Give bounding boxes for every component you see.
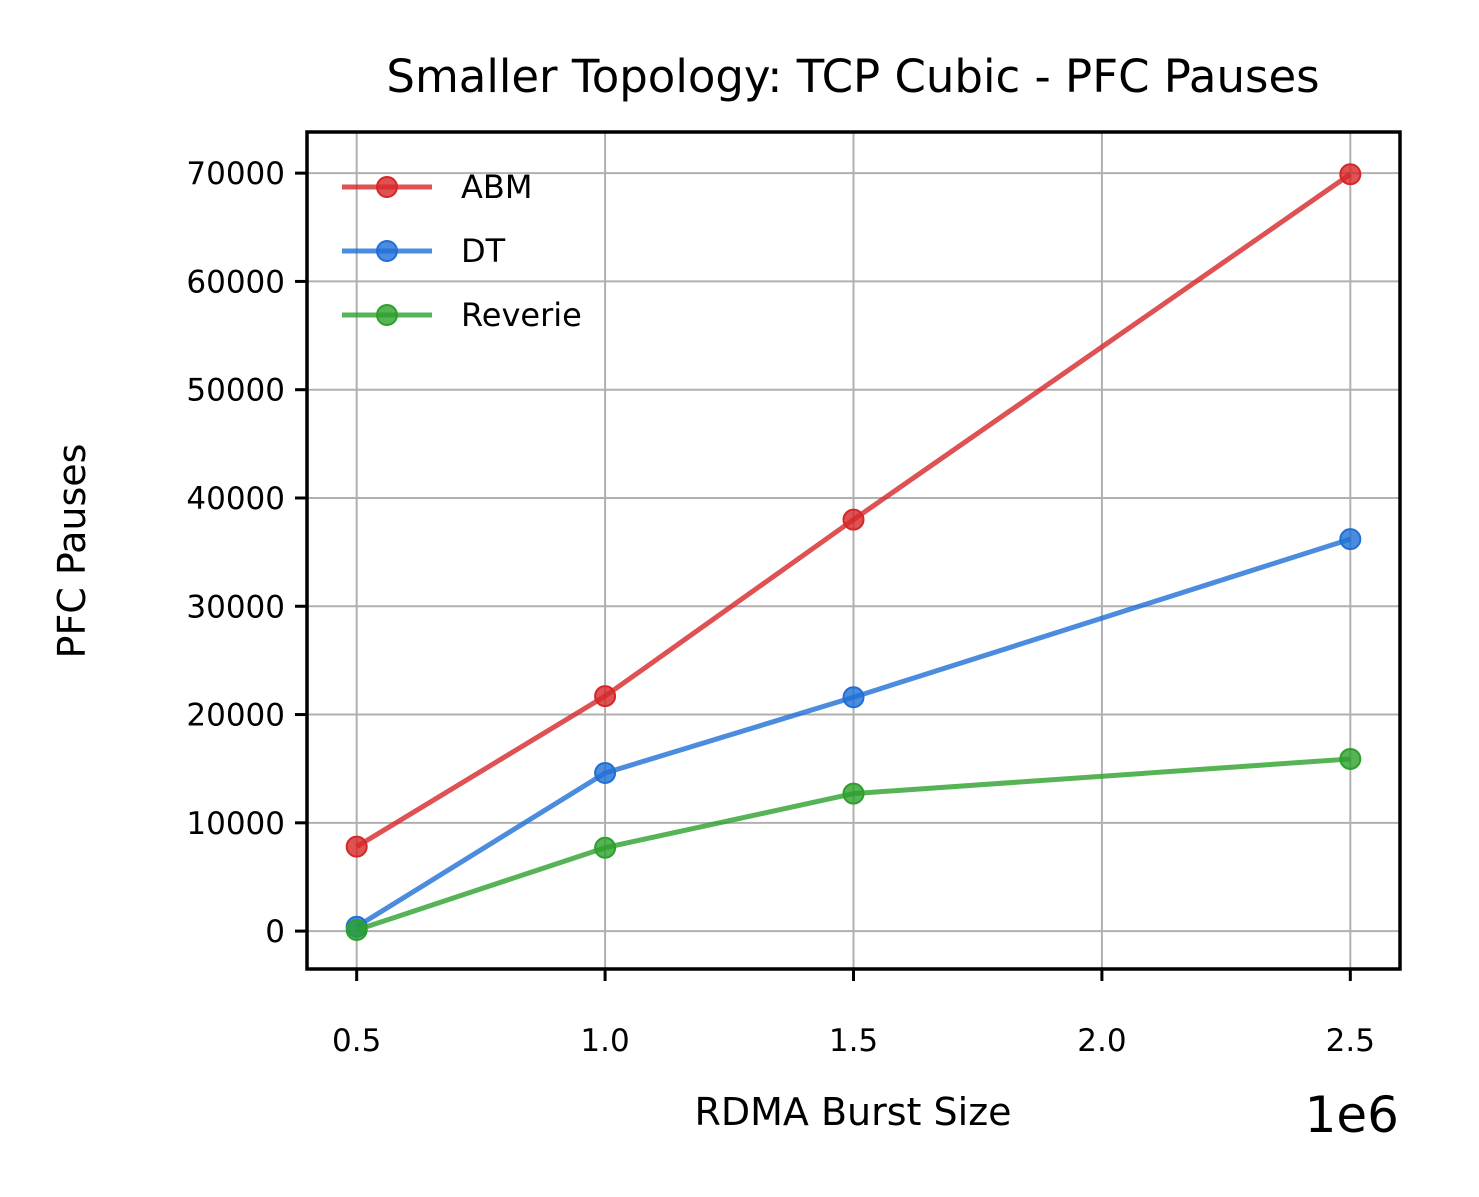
x-tick-label: 0.5 bbox=[332, 1023, 381, 1059]
data-point bbox=[345, 919, 368, 942]
legend-marker bbox=[376, 240, 398, 262]
y-axis-ticks: 0 10000 20000 30000 40000 50000 60000 70000 bbox=[186, 156, 307, 950]
legend-marker bbox=[376, 176, 398, 198]
y-tick-label: 0 bbox=[265, 914, 285, 950]
y-axis-label: PFC Pauses bbox=[50, 444, 94, 659]
y-tick-label: 40000 bbox=[186, 481, 285, 517]
data-point bbox=[594, 836, 617, 859]
y-tick-label: 70000 bbox=[186, 156, 285, 192]
data-point bbox=[842, 686, 865, 709]
series-line bbox=[355, 172, 1352, 849]
y-tick-label: 10000 bbox=[186, 806, 285, 842]
x-tick-label: 2.5 bbox=[1326, 1023, 1375, 1059]
y-tick-label: 20000 bbox=[186, 698, 285, 734]
y-tick-label: 50000 bbox=[186, 373, 285, 409]
series-line bbox=[355, 536, 1352, 929]
legend-label: Reverie bbox=[461, 296, 582, 334]
legend-item-dt: DT bbox=[342, 232, 506, 270]
legend-label: DT bbox=[461, 232, 506, 270]
x-axis-label: RDMA Burst Size bbox=[694, 1090, 1011, 1134]
series-reverie bbox=[345, 747, 1362, 942]
x-tick-label: 1.0 bbox=[580, 1023, 629, 1059]
legend-marker bbox=[376, 304, 398, 326]
data-point bbox=[1339, 747, 1362, 770]
data-point bbox=[842, 508, 865, 531]
x-tick-label: 2.0 bbox=[1077, 1023, 1126, 1059]
legend: ABM DT Reverie bbox=[342, 168, 582, 334]
grid bbox=[307, 132, 1400, 969]
x-axis-ticks: 0.5 1.0 1.5 2.0 2.5 bbox=[332, 969, 1375, 1059]
legend-item-reverie: Reverie bbox=[342, 296, 582, 334]
series-abm bbox=[345, 163, 1362, 858]
data-point bbox=[594, 762, 617, 785]
series-layer bbox=[345, 163, 1362, 942]
data-point bbox=[842, 782, 865, 805]
data-point bbox=[345, 835, 368, 858]
chart-title: Smaller Topology: TCP Cubic - PFC Pauses bbox=[386, 50, 1319, 103]
legend-label: ABM bbox=[461, 168, 532, 206]
legend-item-abm: ABM bbox=[342, 168, 532, 206]
data-point bbox=[1339, 528, 1362, 551]
series-line bbox=[355, 756, 1351, 933]
data-point bbox=[1339, 163, 1362, 186]
y-tick-label: 30000 bbox=[186, 589, 285, 625]
y-tick-label: 60000 bbox=[186, 264, 285, 300]
x-tick-label: 1.5 bbox=[829, 1023, 878, 1059]
x-axis-offset-label: 1e6 bbox=[1305, 1086, 1399, 1144]
data-point bbox=[594, 685, 617, 708]
